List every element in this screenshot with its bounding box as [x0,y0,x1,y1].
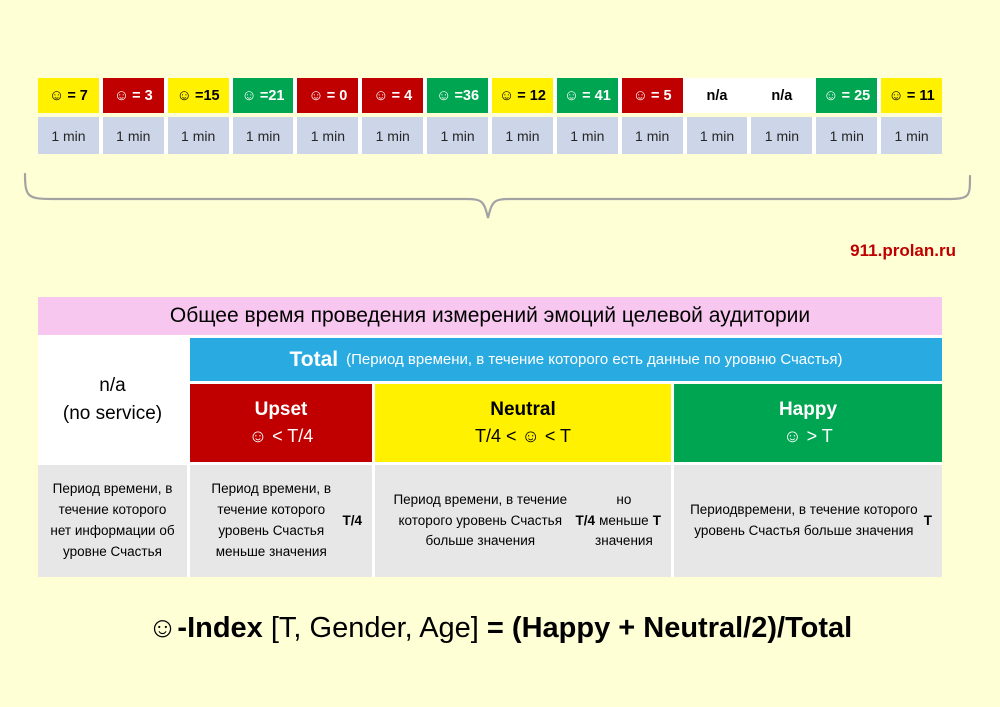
emotion-cell: ☺ = 5 [621,78,683,113]
na-label: n/a [99,375,126,397]
site-url: 911.prolan.ru [850,241,956,260]
no-data-cell: n/a [751,78,813,113]
smiley-icon: ☺ [176,87,192,104]
duration-cell: 1 min [751,117,813,154]
duration-cell: 1 min [492,117,553,154]
duration-cell: 1 min [297,117,359,154]
emotion-value: = 41 [582,87,611,104]
desc-na: Период времени, в течение которого нет и… [38,465,187,577]
emotion-cell: ☺ =15 [167,78,229,113]
emotion-value: n/a [771,87,793,104]
category-neutral: Neutral T/4 < ☺ < T [375,384,671,462]
emotion-value: = 12 [517,87,546,104]
smiley-icon: ☺ [147,612,178,644]
emotion-cell: ☺ = 7 [38,78,99,113]
category-upset: Upset ☺ < T/4 [190,384,372,462]
emotion-value: = 7 [67,87,88,104]
formula-result: = (Happy + Neutral/2)/Total [486,612,853,644]
upset-condition: ☺ < T/4 [248,426,314,446]
emotion-cell: ☺ = 11 [881,78,943,113]
duration-cell: 1 min [621,117,683,154]
formula-args: [T, Gender, Age] [270,612,479,644]
smiley-icon: ☺ [823,87,839,104]
desc-happy: Периодвремени, в течение которого уровен… [674,465,942,577]
duration-cell: 1 min [362,117,424,154]
duration-cell: 1 min [102,117,164,154]
duration-cell: 1 min [427,117,489,154]
no-data-cell: n/a [686,78,748,113]
smiley-icon: ☺ [436,87,452,104]
duration-cell: 1 min [686,117,748,154]
emotion-value: = 0 [326,87,348,104]
na-sublabel: (no service) [62,403,163,424]
smiley-icon: ☺ [563,87,580,104]
category-happy: Happy ☺ > T [674,384,942,462]
formula-name: -Index [177,612,263,644]
emotion-value: = 5 [651,87,672,104]
desc-upset: Период времени, в течение которого урове… [190,465,372,577]
emotion-cell: ☺ = 12 [492,78,553,113]
duration-cell: 1 min [556,117,618,154]
emotion-value: = 3 [132,87,153,104]
smiley-icon: ☺ [48,87,65,104]
neutral-condition: T/4 < ☺ < T [474,426,572,446]
emotion-value: =36 [454,87,480,104]
total-header: Total (Период времени, в течение которог… [190,338,942,381]
index-formula: ☺-Index [T, Gender, Age] = (Happy + Neut… [0,612,1000,645]
desc-neutral: Период времени, в течение которого урове… [375,465,671,577]
duration-cell: 1 min [167,117,229,154]
emotion-value: = 25 [841,87,871,104]
emotion-value: =15 [195,87,220,104]
smiley-icon: ☺ [373,87,389,104]
smiley-icon: ☺ [113,87,130,104]
explanation-table: Общее время проведения измерений эмоций … [38,297,942,577]
emotion-value: n/a [706,87,728,104]
smiley-icon: ☺ [888,87,904,104]
happy-label: Happy [778,399,838,420]
emotion-value: = 11 [906,87,935,104]
smiley-icon: ☺ [241,87,257,104]
duration-cell: 1 min [232,117,294,154]
emotion-cell: ☺ = 0 [297,78,359,113]
duration-cell: 1 min [816,117,878,154]
emotion-cell: ☺ = 3 [102,78,164,113]
emotion-row: ☺ = 7 ☺ = 3 ☺ =15 ☺ =21 ☺ = 0 ☺ = 4 ☺ =36 ☺ = 12 ☺ = 41 ☺ =… [38,78,943,113]
smiley-icon: ☺ [498,87,515,104]
curly-brace [23,172,972,219]
duration-cell: 1 min [881,117,943,154]
upset-label: Upset [254,399,308,420]
total-title: Total [289,347,339,371]
table-title: Общее время проведения измерений эмоций … [38,297,942,335]
happy-condition: ☺ > T [783,426,833,446]
emotion-cell: ☺ = 4 [362,78,424,113]
smiley-icon: ☺ [308,87,324,104]
emotion-value: =21 [259,87,285,104]
na-cell: n/a (no service) [38,338,187,462]
total-subtitle: (Период времени, в течение которого есть… [346,351,843,368]
smiley-icon: ☺ [632,87,649,104]
emotion-cell: ☺ = 25 [816,78,878,113]
emotion-value: = 4 [391,87,413,104]
emotion-cell: ☺ = 41 [556,78,618,113]
duration-row: 1 min 1 min 1 min 1 min 1 min 1 min 1 min 1 min… [38,117,943,154]
neutral-label: Neutral [490,399,556,420]
emotion-cell: ☺ =21 [232,78,294,113]
duration-cell: 1 min [38,117,99,154]
emotion-cell: ☺ =36 [427,78,489,113]
